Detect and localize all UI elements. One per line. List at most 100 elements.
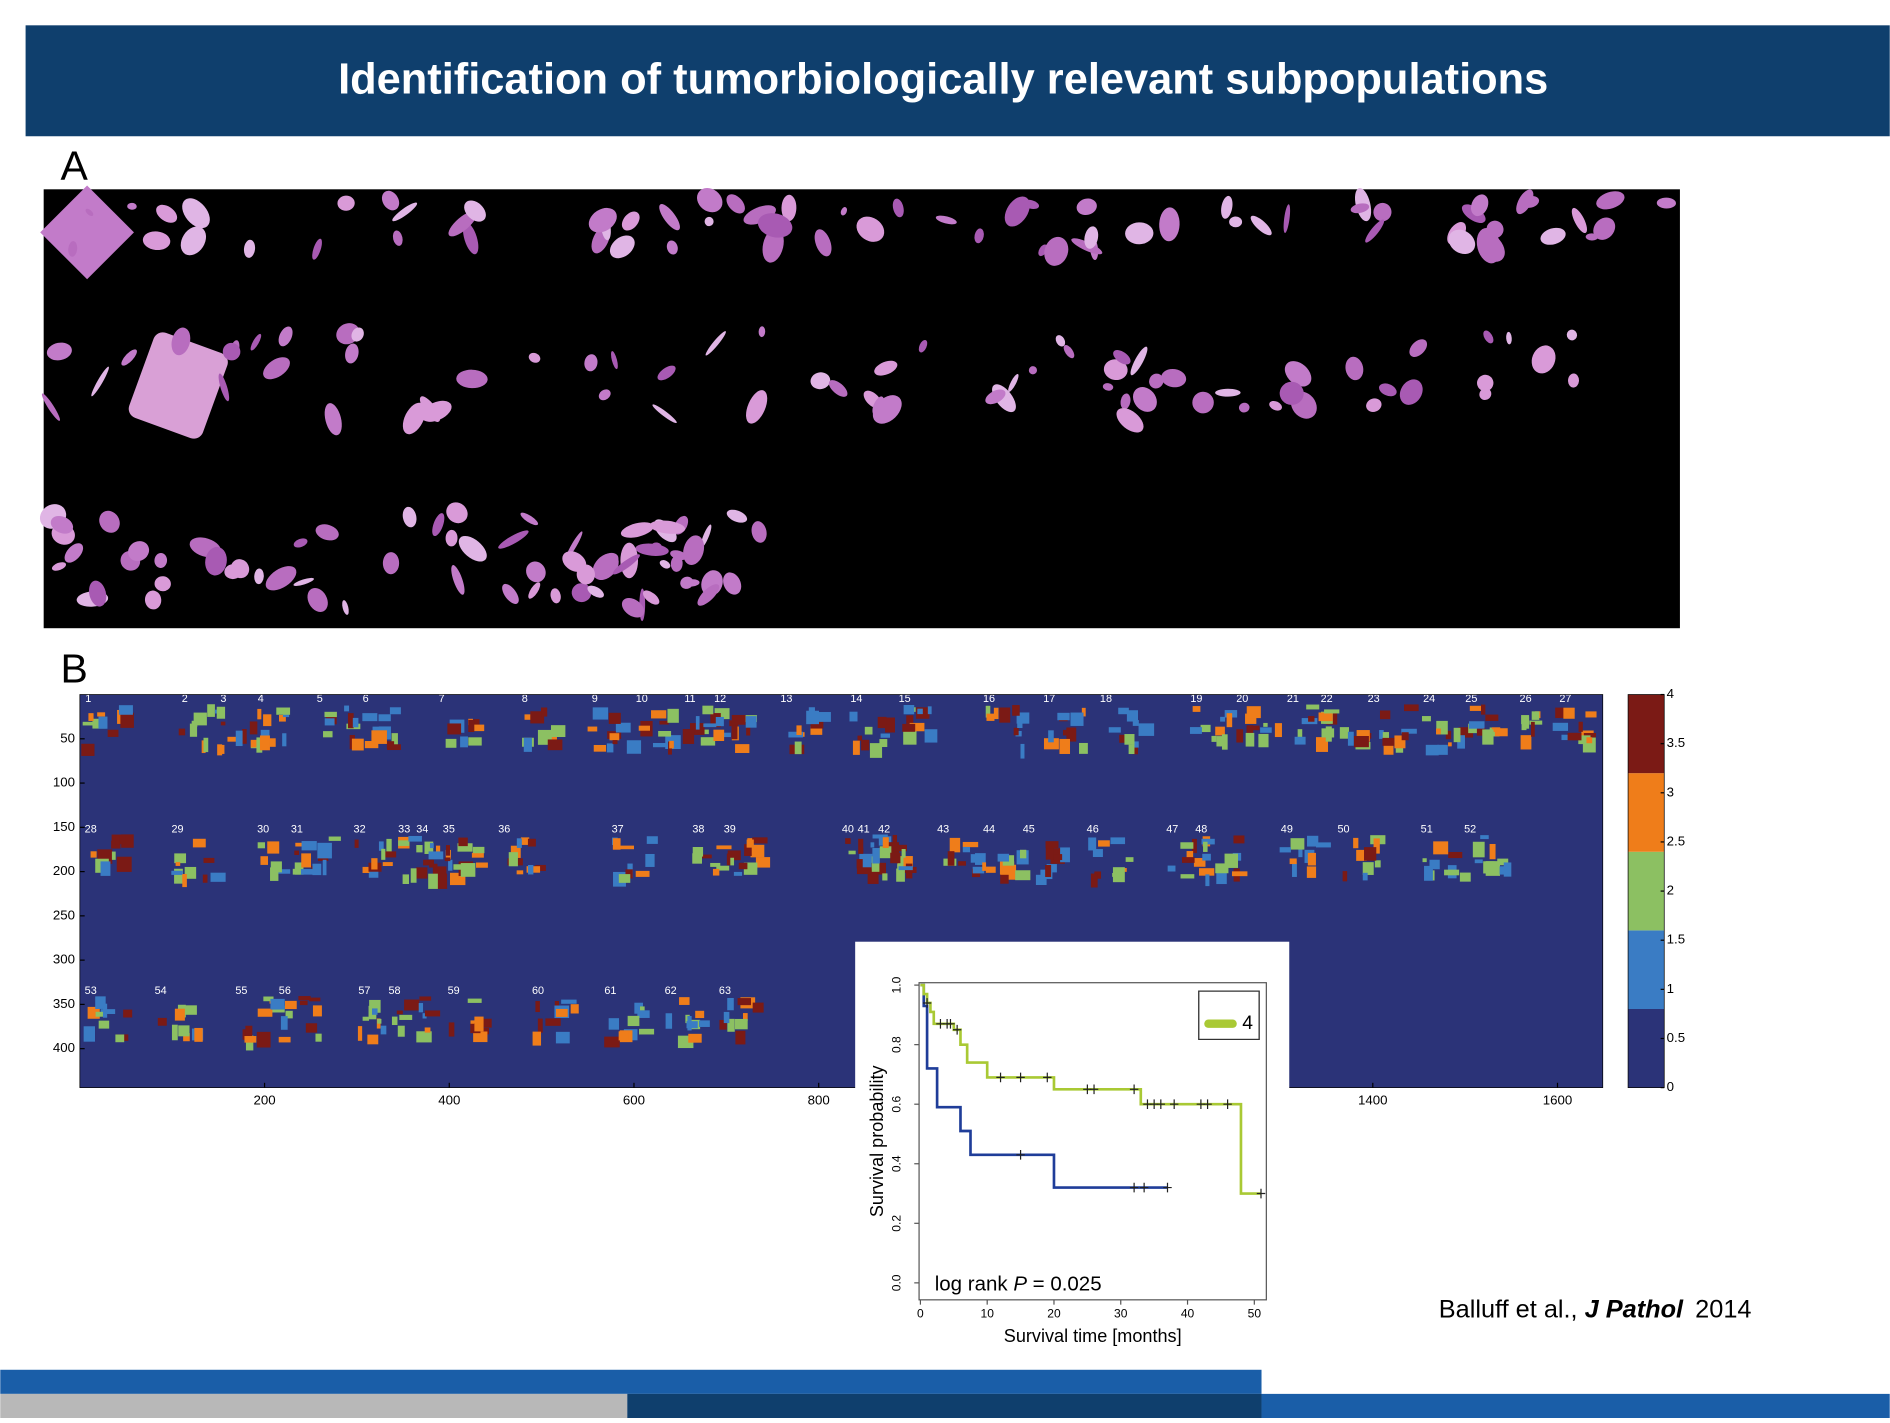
cluster-patch <box>1201 838 1215 845</box>
cluster-patch <box>695 1010 705 1019</box>
colorbar-band <box>1628 851 1665 931</box>
tissue <box>99 510 120 533</box>
cluster-patch <box>1379 730 1384 739</box>
cluster-patch <box>884 717 895 733</box>
cluster-patch <box>428 873 438 889</box>
sample-label: 42 <box>878 823 890 835</box>
cluster-patch <box>1045 864 1052 877</box>
cluster-patch <box>714 708 730 720</box>
tissue <box>1103 359 1128 381</box>
cluster-patch <box>270 867 279 881</box>
x-axis-label: Survival time [months] <box>1004 1326 1182 1346</box>
tissue <box>293 538 308 548</box>
cluster-patch <box>1059 738 1071 754</box>
colorbar-tick-label: 2.5 <box>1667 833 1685 848</box>
tissue <box>1130 346 1148 376</box>
tissue <box>1366 398 1382 412</box>
cluster-patch <box>87 1006 100 1019</box>
tissue <box>351 327 364 342</box>
tissue <box>1379 383 1397 397</box>
y-tick-label: 0.0 <box>890 1274 904 1291</box>
tissue <box>278 326 293 347</box>
cluster-patch <box>171 1024 178 1041</box>
cluster-patch <box>516 870 524 875</box>
cluster-patch <box>120 712 134 728</box>
cluster-patch <box>1132 720 1139 726</box>
sample-label: 8 <box>522 693 528 705</box>
cluster-patch <box>893 844 907 852</box>
cluster-patch <box>699 1020 710 1027</box>
tissue <box>828 380 848 397</box>
sample-label: 34 <box>416 823 428 835</box>
cluster-patch <box>377 1018 382 1024</box>
cluster-patch <box>609 733 620 741</box>
cluster-patch <box>712 868 720 876</box>
cluster-patch <box>755 857 771 868</box>
cluster-patch <box>516 838 522 848</box>
sample-label: 56 <box>279 985 291 997</box>
cluster-patch <box>1020 743 1025 759</box>
cluster-patch <box>530 711 545 724</box>
colorbar-tick-label: 3 <box>1667 784 1674 799</box>
sample-label: 40 <box>842 823 854 835</box>
cluster-patch <box>1521 719 1527 731</box>
cluster-patch <box>422 1013 427 1019</box>
cluster-patch <box>1578 721 1583 732</box>
tissue <box>68 241 78 257</box>
footer-bar <box>0 1369 1262 1394</box>
cluster-patch <box>399 1014 413 1020</box>
cluster-patch <box>424 1027 431 1033</box>
sample-label: 29 <box>171 823 183 835</box>
cluster-patch <box>468 737 482 746</box>
cluster-patch <box>897 856 913 867</box>
cluster-patch <box>1090 873 1098 888</box>
tissue <box>874 360 898 376</box>
sample-label: 6 <box>363 693 369 705</box>
cluster-patch <box>1324 709 1340 714</box>
cluster-patch <box>1092 849 1103 858</box>
cluster-patch <box>806 710 820 725</box>
cluster-patch <box>182 874 187 888</box>
cluster-patch <box>381 848 386 860</box>
cluster-patch <box>157 1017 167 1026</box>
cluster-patch <box>1530 721 1535 737</box>
cluster-patch <box>510 845 521 858</box>
cluster-patch <box>181 1005 197 1015</box>
cluster-patch <box>458 837 468 847</box>
cluster-patch <box>547 739 563 751</box>
tissue <box>757 213 793 238</box>
cluster-patch <box>256 737 263 753</box>
y-tick-label: 200 <box>53 863 75 878</box>
cluster-patch <box>184 866 197 879</box>
tissue <box>128 541 150 562</box>
tissue <box>1350 203 1370 214</box>
y-tick-label: 250 <box>53 907 75 922</box>
cluster-patch <box>324 711 337 718</box>
sample-label: 54 <box>155 985 167 997</box>
cluster-patch <box>242 1029 248 1040</box>
cluster-patch <box>383 851 397 858</box>
cluster-patch <box>267 841 280 854</box>
cluster-patch <box>658 730 672 737</box>
cluster-patch <box>700 737 716 746</box>
cluster-patch <box>726 853 732 866</box>
cluster-patch <box>1118 707 1129 715</box>
cluster-patch <box>1191 838 1197 854</box>
sample-label: 24 <box>1423 693 1435 705</box>
cluster-patch <box>364 741 379 749</box>
tissue <box>121 349 137 366</box>
cluster-patch <box>447 723 462 735</box>
colorbar-tick-label: 0 <box>1667 1079 1674 1094</box>
tissue <box>526 561 546 583</box>
cluster-patch <box>872 848 880 864</box>
cluster-patch <box>280 1016 288 1030</box>
sample-label: 7 <box>439 693 445 705</box>
cluster-patch <box>1374 860 1381 868</box>
cluster-patch <box>470 724 485 732</box>
cluster-patch <box>1469 705 1485 711</box>
cluster-patch <box>592 707 609 720</box>
cluster-patch <box>972 866 985 874</box>
legend-box <box>1198 990 1260 1040</box>
y-axis-label: Survival probability <box>867 1065 887 1217</box>
cluster-patch <box>424 1010 441 1017</box>
